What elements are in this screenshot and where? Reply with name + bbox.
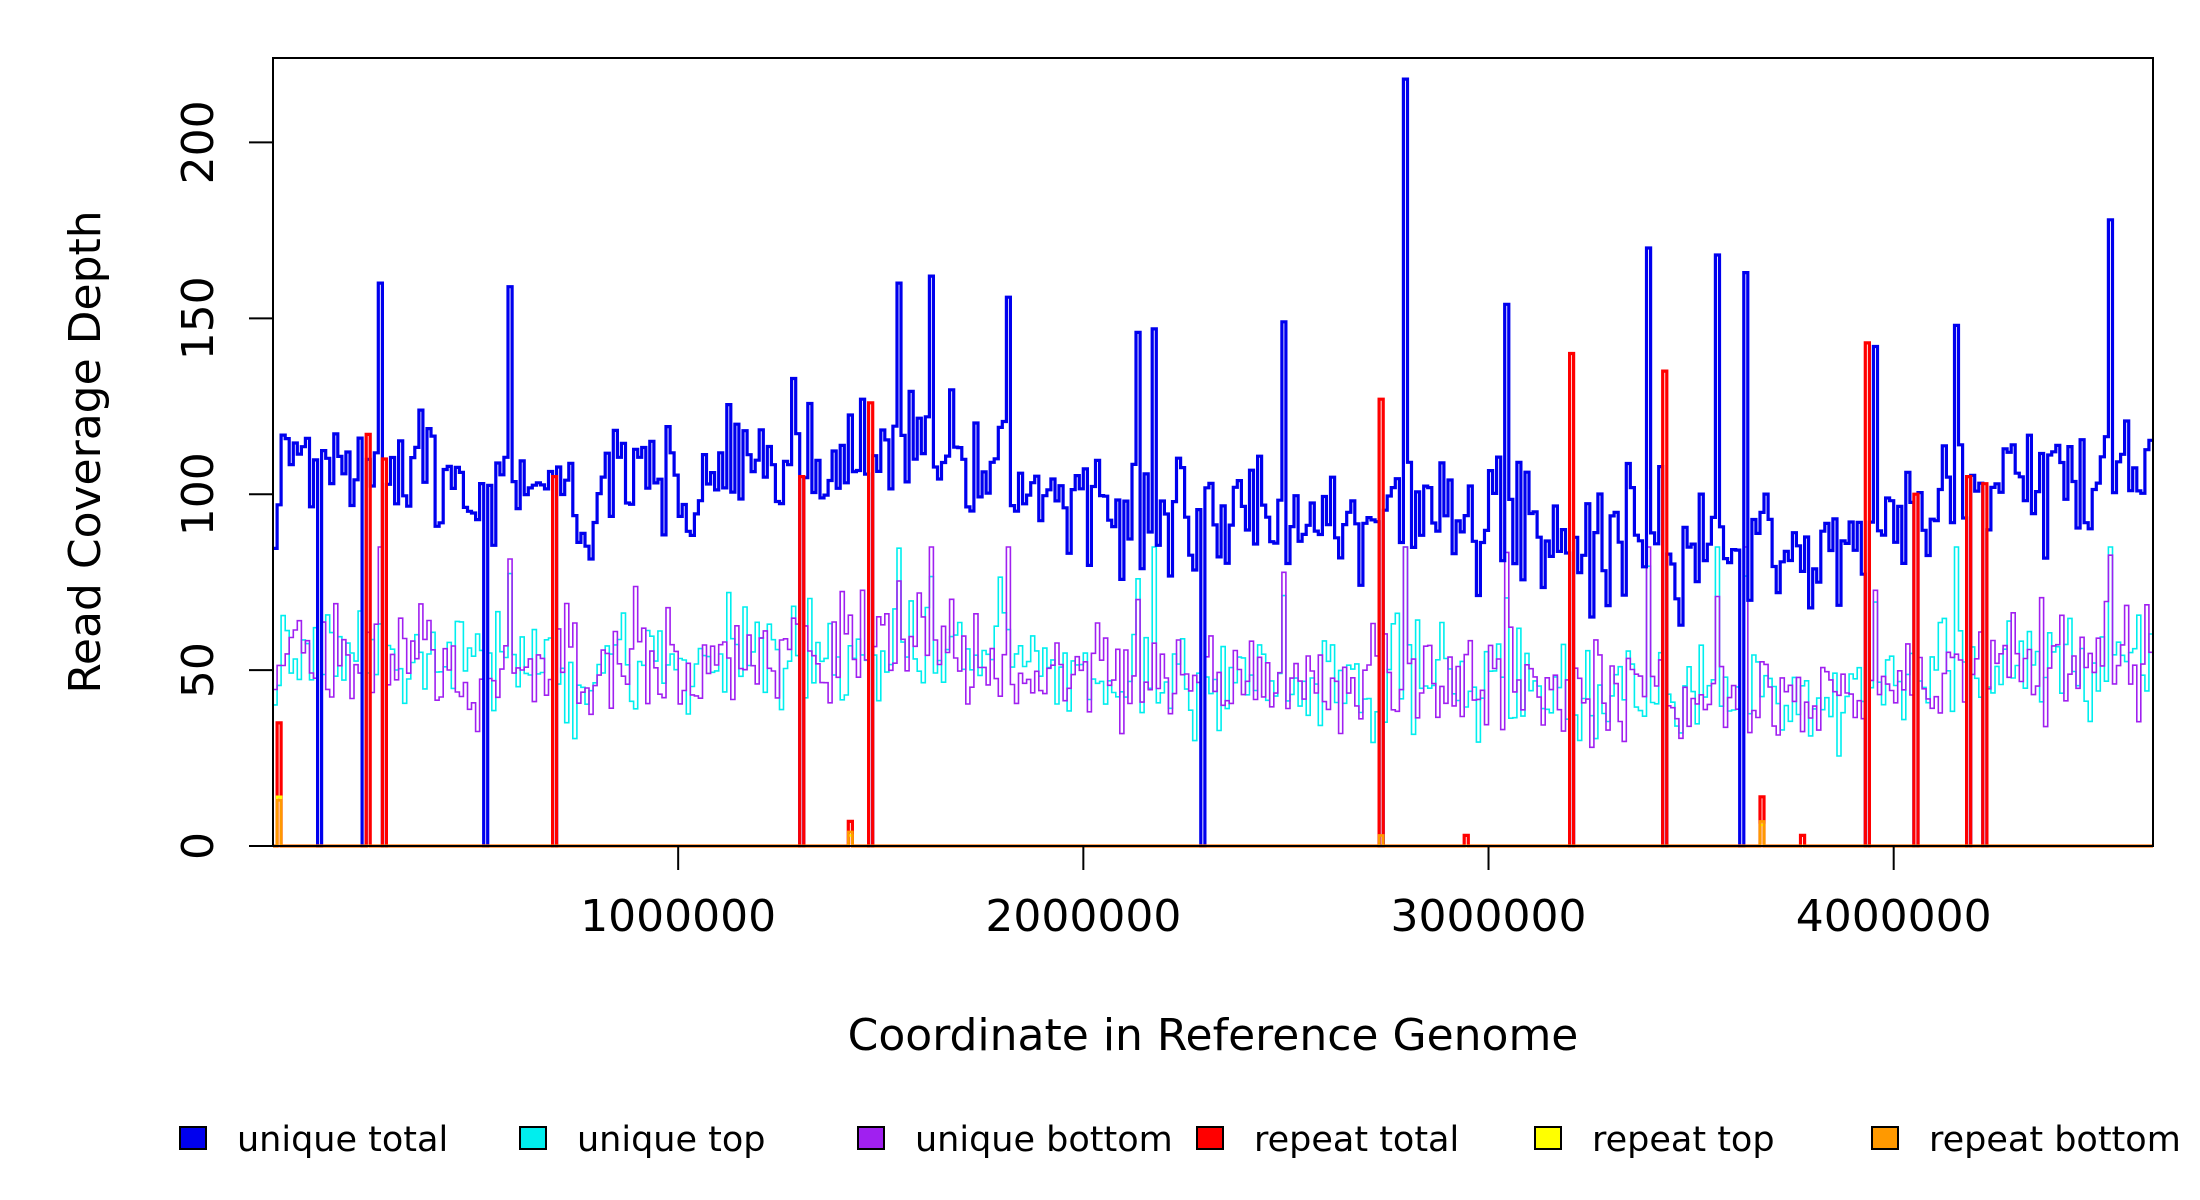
axes-layer: 0 50 100 150 200 1000000 2000000 3000000 4000000 bbox=[173, 100, 1992, 942]
legend-label-repeat-total: repeat total bbox=[1254, 1120, 1459, 1160]
legend-label-unique-top: unique top bbox=[577, 1120, 766, 1160]
legend-swatch-repeat-total bbox=[1196, 1126, 1224, 1150]
x-tick-label: 2000000 bbox=[985, 891, 1181, 942]
legend-swatch-repeat-bottom bbox=[1871, 1126, 1899, 1150]
series-line-unique-total bbox=[273, 77, 2153, 848]
y-axis-title: Read Coverage Depth bbox=[60, 210, 111, 693]
legend: unique total unique top unique bottom repea… bbox=[179, 1120, 2181, 1160]
series-line-unique-bottom bbox=[273, 546, 2153, 847]
y-tick-label: 50 bbox=[173, 642, 224, 698]
x-axis-title: Coordinate in Reference Genome bbox=[848, 1010, 1579, 1061]
y-tick-label: 0 bbox=[173, 832, 224, 860]
x-tick-label: 1000000 bbox=[580, 891, 776, 942]
legend-label-repeat-bottom: repeat bottom bbox=[1929, 1120, 2181, 1160]
legend-swatch-unique-top bbox=[519, 1126, 547, 1150]
legend-label-repeat-top: repeat top bbox=[1592, 1120, 1775, 1160]
y-tick-label: 200 bbox=[173, 100, 224, 184]
series-line-repeat-total bbox=[273, 341, 2153, 848]
x-tick-label: 3000000 bbox=[1391, 891, 1587, 942]
legend-swatch-repeat-top bbox=[1534, 1126, 1562, 1150]
legend-swatch-unique-total bbox=[179, 1126, 207, 1150]
y-tick-label: 100 bbox=[173, 452, 224, 536]
x-tick-label: 4000000 bbox=[1796, 891, 1992, 942]
series-layer bbox=[273, 77, 2153, 848]
y-tick-label: 150 bbox=[173, 276, 224, 360]
legend-label-unique-total: unique total bbox=[237, 1120, 448, 1160]
legend-swatch-unique-bottom bbox=[857, 1126, 885, 1150]
legend-label-unique-bottom: unique bottom bbox=[915, 1120, 1173, 1160]
